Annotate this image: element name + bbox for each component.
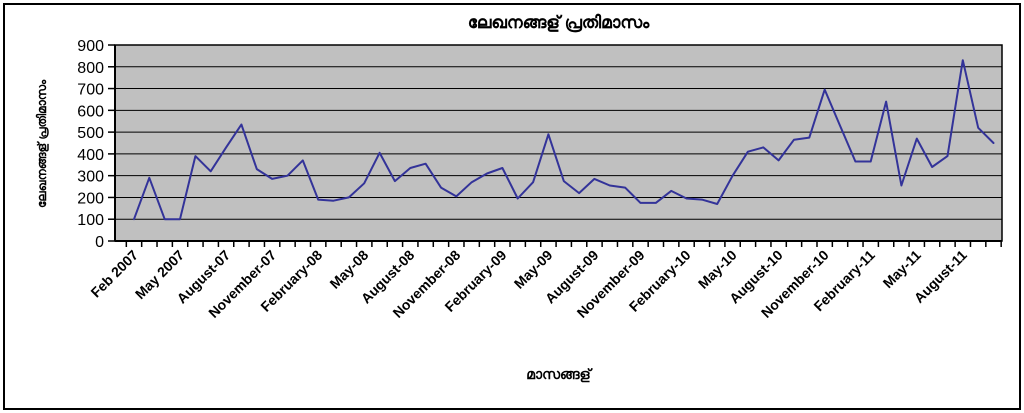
y-tick-label: 200	[77, 190, 104, 207]
y-tick-label: 100	[77, 212, 104, 229]
y-tick-label: 700	[77, 82, 104, 99]
chart-title: ലേഖനങ്ങള് പ്രതിമാസം	[467, 13, 650, 32]
plot-area	[115, 45, 1002, 241]
y-tick-label: 0	[95, 234, 104, 251]
y-tick-label: 600	[77, 103, 104, 120]
x-tick-label: May-11	[880, 247, 924, 291]
chart-frame	[3, 3, 1021, 410]
x-axis-title: മാസങ്ങള്	[526, 366, 591, 382]
series-line	[133, 59, 995, 221]
x-tick-label: May-08	[326, 247, 371, 292]
x-tick-label: May-09	[511, 247, 556, 292]
y-tick-label: 300	[77, 169, 104, 186]
y-tick-label: 500	[77, 125, 104, 142]
y-tick-label: 400	[77, 147, 104, 164]
y-tick-label: 800	[77, 60, 104, 77]
y-tick-label: 900	[77, 38, 104, 55]
x-tick-label: May-10	[695, 247, 740, 292]
